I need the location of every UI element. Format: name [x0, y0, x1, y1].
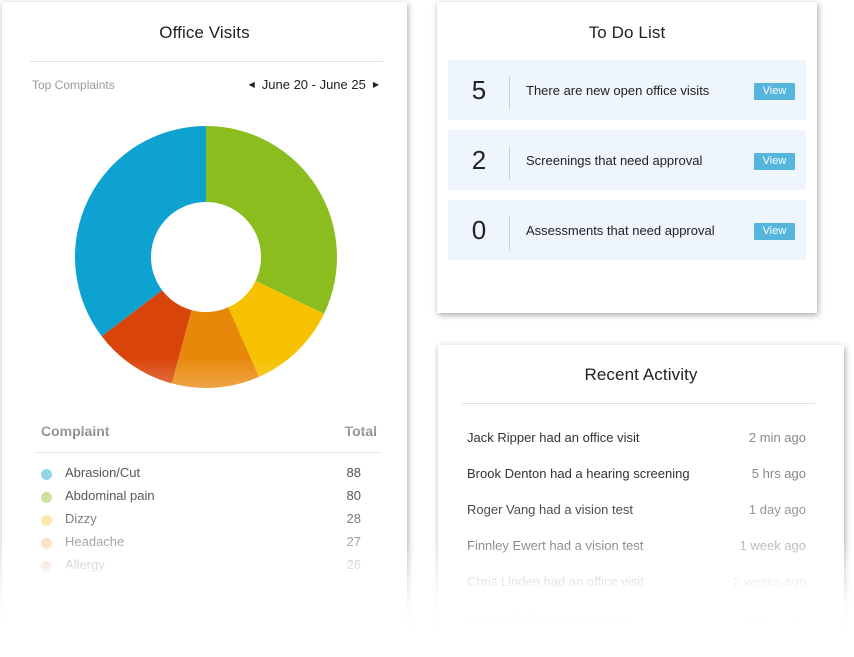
activity-time: 1 week ago — [739, 538, 807, 553]
todo-list: 5 There are new open office visits View … — [448, 60, 806, 270]
todo-text: Assessments that need approval — [526, 223, 715, 238]
complaint-name: Allergy — [65, 557, 105, 572]
legend-dot — [41, 492, 52, 503]
complaints-donut-chart — [75, 126, 337, 388]
activity-item[interactable]: Roger Vang had a vision test 1 day ago — [467, 502, 806, 538]
activity-time: 3 weeks ago — [733, 610, 806, 625]
todo-item-open-visits: 5 There are new open office visits View — [448, 60, 806, 120]
table-row: Headache 27 — [41, 533, 377, 556]
activity-text: Andrea Bolin had a new note — [467, 610, 634, 625]
activity-item[interactable]: Andrea Bolin had a new note 3 weeks ago — [467, 610, 806, 646]
activity-text: Jack Ripper had an office visit — [467, 430, 640, 445]
total-column-header: Total — [344, 423, 377, 439]
activity-text: Chris Linden had an office visit — [467, 574, 644, 589]
divider — [462, 403, 815, 404]
divider — [36, 452, 381, 453]
legend-dot — [41, 561, 52, 572]
activity-time: 2 min ago — [748, 430, 806, 445]
complaint-name: Abdominal pain — [65, 488, 155, 503]
complaint-column-header: Complaint — [41, 423, 110, 439]
complaint-total: 88 — [346, 465, 361, 480]
view-button[interactable]: View — [754, 153, 795, 170]
donut-slice-abrasion-cut — [75, 126, 206, 337]
activity-time: 2 weeks ago — [733, 574, 806, 589]
activity-text: Finnley Ewert had a vision test — [467, 538, 644, 553]
donut-slice-abdominal-pain — [206, 126, 337, 314]
donut-slice-dizzy — [228, 280, 325, 377]
view-button[interactable]: View — [754, 83, 795, 100]
activity-text: Roger Vang had a vision test — [467, 502, 633, 517]
office-visits-title: Office Visits — [159, 23, 250, 42]
todo-count: 5 — [471, 75, 487, 105]
complaint-name: Abrasion/Cut — [65, 465, 141, 480]
todo-count: 0 — [471, 215, 487, 245]
activity-item[interactable]: Chris Linden had an office visit 2 weeks… — [467, 574, 806, 610]
divider — [509, 76, 510, 110]
office-visits-card: Office Visits Top Complaints ◀ June 20 -… — [2, 2, 407, 642]
recent-activity-title: Recent Activity — [584, 365, 698, 384]
complaint-total: 26 — [346, 557, 361, 572]
legend-dot — [41, 538, 52, 549]
activity-list: Jack Ripper had an office visit 2 min ag… — [467, 430, 806, 646]
todo-text: Screenings that need approval — [526, 153, 703, 168]
todo-count: 2 — [471, 145, 487, 175]
date-range-selector: ◀ June 20 - June 25 ▶ — [249, 77, 379, 92]
next-range-icon[interactable]: ▶ — [372, 80, 379, 89]
date-range-label: June 20 - June 25 — [261, 77, 366, 92]
complaint-total: 27 — [346, 534, 361, 549]
table-row: Allergy 26 — [41, 556, 377, 579]
table-row: Abrasion/Cut 88 — [41, 464, 377, 487]
activity-item[interactable]: Jack Ripper had an office visit 2 min ag… — [467, 430, 806, 466]
recent-activity-card: Recent Activity Jack Ripper had an offic… — [438, 345, 844, 645]
divider — [30, 61, 383, 62]
complaint-total: 28 — [346, 511, 361, 526]
activity-item[interactable]: Finnley Ewert had a vision test 1 week a… — [467, 538, 806, 574]
legend-dot — [41, 469, 52, 480]
todo-list-card: To Do List 5 There are new open office v… — [437, 2, 817, 313]
activity-text: Brook Denton had a hearing screening — [467, 466, 690, 481]
divider — [509, 216, 510, 250]
todo-list-title: To Do List — [588, 23, 666, 42]
todo-item-screenings: 2 Screenings that need approval View — [448, 130, 806, 190]
complaints-table-header: Complaint Total — [41, 423, 377, 439]
top-complaints-label: Top Complaints — [32, 78, 115, 92]
activity-time: 5 hrs ago — [751, 466, 806, 481]
divider — [509, 146, 510, 180]
todo-text: There are new open office visits — [526, 83, 710, 98]
view-button[interactable]: View — [754, 223, 795, 240]
complaint-name: Dizzy — [65, 511, 97, 526]
todo-item-assessments: 0 Assessments that need approval View — [448, 200, 806, 260]
table-row: Abdominal pain 80 — [41, 487, 377, 510]
legend-dot — [41, 515, 52, 526]
complaint-total: 80 — [346, 488, 361, 503]
table-row: Dizzy 28 — [41, 510, 377, 533]
prev-range-icon[interactable]: ◀ — [248, 80, 255, 89]
activity-time: 1 day ago — [748, 502, 806, 517]
complaint-name: Headache — [65, 534, 125, 549]
complaints-table: Abrasion/Cut 88 Abdominal pain 80 Dizzy … — [41, 464, 377, 579]
activity-item[interactable]: Brook Denton had a hearing screening 5 h… — [467, 466, 806, 502]
